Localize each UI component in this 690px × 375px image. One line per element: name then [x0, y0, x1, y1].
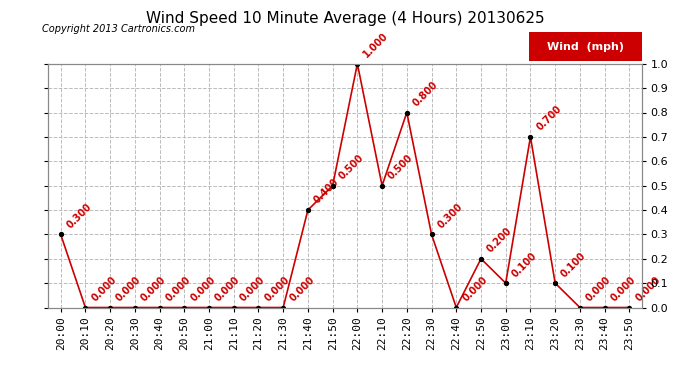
Point — [204, 304, 215, 310]
Point — [599, 304, 610, 310]
Text: Wind  (mph): Wind (mph) — [547, 42, 624, 52]
Point — [179, 304, 190, 310]
Text: 0.000: 0.000 — [584, 274, 613, 303]
Point — [105, 304, 116, 310]
FancyBboxPatch shape — [529, 32, 642, 61]
Point — [402, 110, 413, 116]
Text: 0.100: 0.100 — [510, 250, 539, 279]
Text: 0.800: 0.800 — [411, 80, 440, 108]
Point — [574, 304, 585, 310]
Point — [352, 61, 363, 67]
Text: 0.100: 0.100 — [560, 250, 588, 279]
Point — [55, 231, 66, 237]
Text: 0.000: 0.000 — [188, 274, 217, 303]
Point — [129, 304, 140, 310]
Text: 0.000: 0.000 — [115, 274, 143, 303]
Point — [377, 183, 388, 189]
Point — [154, 304, 165, 310]
Point — [253, 304, 264, 310]
Text: 0.000: 0.000 — [633, 274, 662, 303]
Point — [277, 304, 288, 310]
Point — [426, 231, 437, 237]
Point — [624, 304, 635, 310]
Text: 0.000: 0.000 — [287, 274, 316, 303]
Point — [500, 280, 511, 286]
Text: 0.500: 0.500 — [386, 153, 415, 182]
Point — [302, 207, 313, 213]
Text: Copyright 2013 Cartronics.com: Copyright 2013 Cartronics.com — [42, 24, 195, 34]
Text: 0.000: 0.000 — [90, 274, 119, 303]
Text: 0.000: 0.000 — [139, 274, 168, 303]
Point — [451, 304, 462, 310]
Point — [327, 183, 338, 189]
Text: 0.700: 0.700 — [535, 104, 564, 133]
Text: 1.000: 1.000 — [362, 31, 391, 60]
Point — [475, 256, 486, 262]
Point — [80, 304, 91, 310]
Point — [525, 134, 536, 140]
Text: 0.000: 0.000 — [263, 274, 291, 303]
Text: 0.000: 0.000 — [460, 274, 489, 303]
Text: 0.300: 0.300 — [435, 201, 464, 230]
Text: 0.200: 0.200 — [485, 226, 514, 255]
Point — [228, 304, 239, 310]
Text: 0.000: 0.000 — [213, 274, 242, 303]
Point — [550, 280, 561, 286]
Text: 0.500: 0.500 — [337, 153, 366, 182]
Text: 0.400: 0.400 — [312, 177, 341, 206]
Text: 0.300: 0.300 — [65, 201, 94, 230]
Text: 0.000: 0.000 — [238, 274, 267, 303]
Text: Wind Speed 10 Minute Average (4 Hours) 20130625: Wind Speed 10 Minute Average (4 Hours) 2… — [146, 11, 544, 26]
Text: 0.000: 0.000 — [164, 274, 193, 303]
Text: 0.000: 0.000 — [609, 274, 638, 303]
